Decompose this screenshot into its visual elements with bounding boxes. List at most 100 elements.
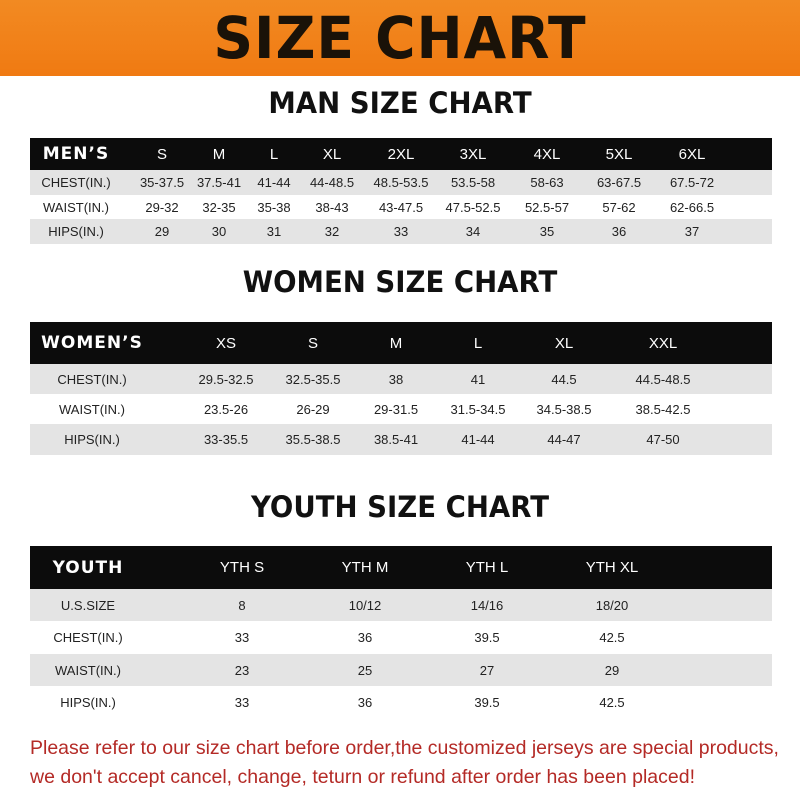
size-header: XL	[322, 145, 342, 163]
table-cell: 42.5	[599, 694, 625, 710]
table-cell: 8	[238, 597, 246, 613]
table-row: HIPS(IN.) 29 30 31 32 33 34 35 36 37	[30, 219, 772, 244]
table-cell: 37	[684, 224, 700, 239]
size-header: M	[212, 145, 226, 163]
order-notice: Please refer to our size chart before or…	[30, 734, 790, 792]
table-cell: 36	[357, 630, 373, 645]
table-cell: 35	[539, 224, 555, 239]
table-row: CHEST(IN.) 29.5-32.5 32.5-35.5 38 41 44.5 44.5…	[30, 364, 772, 394]
youth-title: YOUTH SIZE CHART	[250, 490, 550, 524]
table-cell: 42.5	[599, 630, 625, 645]
size-header: 5XL	[605, 145, 633, 163]
men-title: MAN SIZE CHART	[268, 86, 532, 120]
row-label: U.S.SIZE	[60, 597, 116, 613]
size-header: 6XL	[678, 145, 706, 163]
table-cell: 31.5-34.5	[450, 401, 506, 417]
size-header: S	[307, 334, 319, 352]
table-cell: 36	[357, 694, 373, 710]
row-label: CHEST(IN.)	[57, 371, 127, 387]
row-label: HIPS(IN.)	[64, 432, 120, 447]
row-label: WAIST(IN.)	[59, 401, 125, 417]
row-label: HIPS(IN.)	[48, 224, 104, 239]
table-row: WAIST(IN.) 23 25 27 29	[30, 654, 772, 686]
table-row: HIPS(IN.) 33 36 39.5 42.5	[30, 686, 772, 718]
table-row: CHEST(IN.) 33 36 39.5 42.5	[30, 621, 772, 654]
table-cell: 35-37.5	[139, 175, 185, 190]
size-header: XXL	[648, 334, 678, 352]
table-cell: 41-44	[257, 175, 291, 190]
table-cell: 39.5	[474, 630, 500, 645]
size-header: YTH M	[341, 559, 389, 576]
table-cell: 32-35	[202, 199, 236, 215]
table-cell: 29	[154, 224, 170, 239]
table-cell: 23.5-26	[203, 401, 249, 417]
table-cell: 33	[234, 694, 250, 710]
table-cell: 26-29	[296, 401, 330, 417]
table-cell: 48.5-53.5	[373, 175, 429, 190]
table-cell: 32	[324, 224, 340, 239]
women-title: WOMEN SIZE CHART	[242, 265, 558, 299]
table-cell: 34	[465, 224, 481, 239]
table-cell: 57-62	[602, 199, 636, 215]
table-cell: 67.5-72	[669, 175, 715, 190]
table-cell: 23	[234, 662, 250, 678]
table-cell: 53.5-58	[450, 175, 496, 190]
table-cell: 38-43	[315, 199, 349, 215]
table-cell: 58-63	[530, 175, 564, 190]
size-header: L	[269, 145, 279, 163]
row-label: WAIST(IN.)	[55, 662, 121, 678]
table-title-cell: MEN’S	[42, 144, 110, 164]
table-row: U.S.SIZE 8 10/12 14/16 18/20	[30, 589, 772, 621]
table-header-row: MEN’S S M L XL 2XL 3XL 4XL 5XL 6XL	[30, 138, 772, 170]
table-row: WAIST(IN.) 29-32 32-35 35-38 38-43 43-47.5 47.…	[30, 195, 772, 219]
table-cell: 44.5-48.5	[635, 371, 691, 387]
table-cell: 31	[266, 224, 282, 239]
table-cell: 29	[604, 662, 620, 678]
banner-title: SIZE CHART	[213, 4, 587, 72]
table-cell: 25	[357, 662, 373, 678]
table-cell: 47-50	[646, 432, 680, 447]
size-header: S	[156, 145, 168, 163]
banner: SIZE CHART	[0, 0, 800, 76]
table-cell: 38	[388, 371, 404, 387]
size-header: 2XL	[387, 145, 415, 163]
table-cell: 43-47.5	[378, 199, 424, 215]
size-header: YTH S	[219, 559, 265, 576]
table-title-cell: WOMEN’S	[41, 333, 143, 353]
table-cell: 33	[234, 630, 250, 645]
table-cell: 18/20	[595, 597, 629, 613]
size-header: 3XL	[459, 145, 487, 163]
size-header: YTH L	[465, 559, 509, 576]
table-cell: 29-31.5	[373, 401, 419, 417]
size-header: XL	[554, 334, 574, 352]
table-cell: 39.5	[474, 694, 500, 710]
table-cell: 52.5-57	[524, 199, 570, 215]
table-cell: 38.5-41	[373, 432, 419, 447]
table-cell: 41	[470, 371, 486, 387]
row-label: CHEST(IN.)	[53, 630, 123, 645]
row-label: CHEST(IN.)	[41, 175, 111, 190]
notice-line-2: we don't accept cancel, change, teturn o…	[30, 766, 695, 788]
table-cell: 29-32	[145, 199, 179, 215]
table-cell: 62-66.5	[669, 199, 715, 215]
table-cell: 38.5-42.5	[635, 401, 691, 417]
table-cell: 30	[211, 224, 227, 239]
table-cell: 37.5-41	[196, 175, 242, 190]
table-cell: 33	[393, 224, 409, 239]
table-cell: 27	[479, 662, 495, 678]
row-label: WAIST(IN.)	[43, 199, 109, 215]
table-row: HIPS(IN.) 33-35.5 35.5-38.5 38.5-41 41-44 44-…	[30, 424, 772, 455]
size-header: YTH XL	[585, 559, 639, 576]
row-label: HIPS(IN.)	[60, 694, 116, 710]
table-title-cell: YOUTH	[52, 557, 124, 578]
notice-line-1: Please refer to our size chart before or…	[30, 737, 779, 759]
size-header: 4XL	[533, 145, 561, 163]
table-cell: 44.5	[551, 371, 577, 387]
table-cell: 34.5-38.5	[536, 401, 592, 417]
table-cell: 47.5-52.5	[445, 199, 501, 215]
size-header: L	[473, 334, 483, 352]
size-header: XS	[215, 334, 237, 352]
table-cell: 14/16	[470, 597, 504, 613]
table-cell: 63-67.5	[596, 175, 642, 190]
table-cell: 44-48.5	[309, 175, 355, 190]
